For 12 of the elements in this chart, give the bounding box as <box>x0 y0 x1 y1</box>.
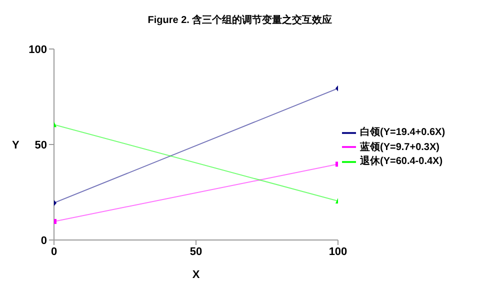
y-tick-label: 50 <box>34 139 47 152</box>
x-tick-label: 100 <box>328 246 348 258</box>
x-axis-title: X <box>192 269 200 281</box>
chart-title: Figure 2. 含三个组的调节变量之交互效应 <box>146 13 334 27</box>
legend-label: 蓝领(Y=9.7+0.3X) <box>360 142 440 153</box>
legend-label: 白领(Y=19.4+0.6X) <box>360 127 446 138</box>
legend-label: 退休(Y=60.4-0.4X) <box>360 156 443 168</box>
y-axis-title: Y <box>12 139 20 152</box>
y-tick-label: 100 <box>28 44 47 56</box>
x-tick-label: 50 <box>190 246 202 258</box>
y-tick-label: 0 <box>40 234 47 247</box>
x-tick-label: 0 <box>50 246 58 258</box>
